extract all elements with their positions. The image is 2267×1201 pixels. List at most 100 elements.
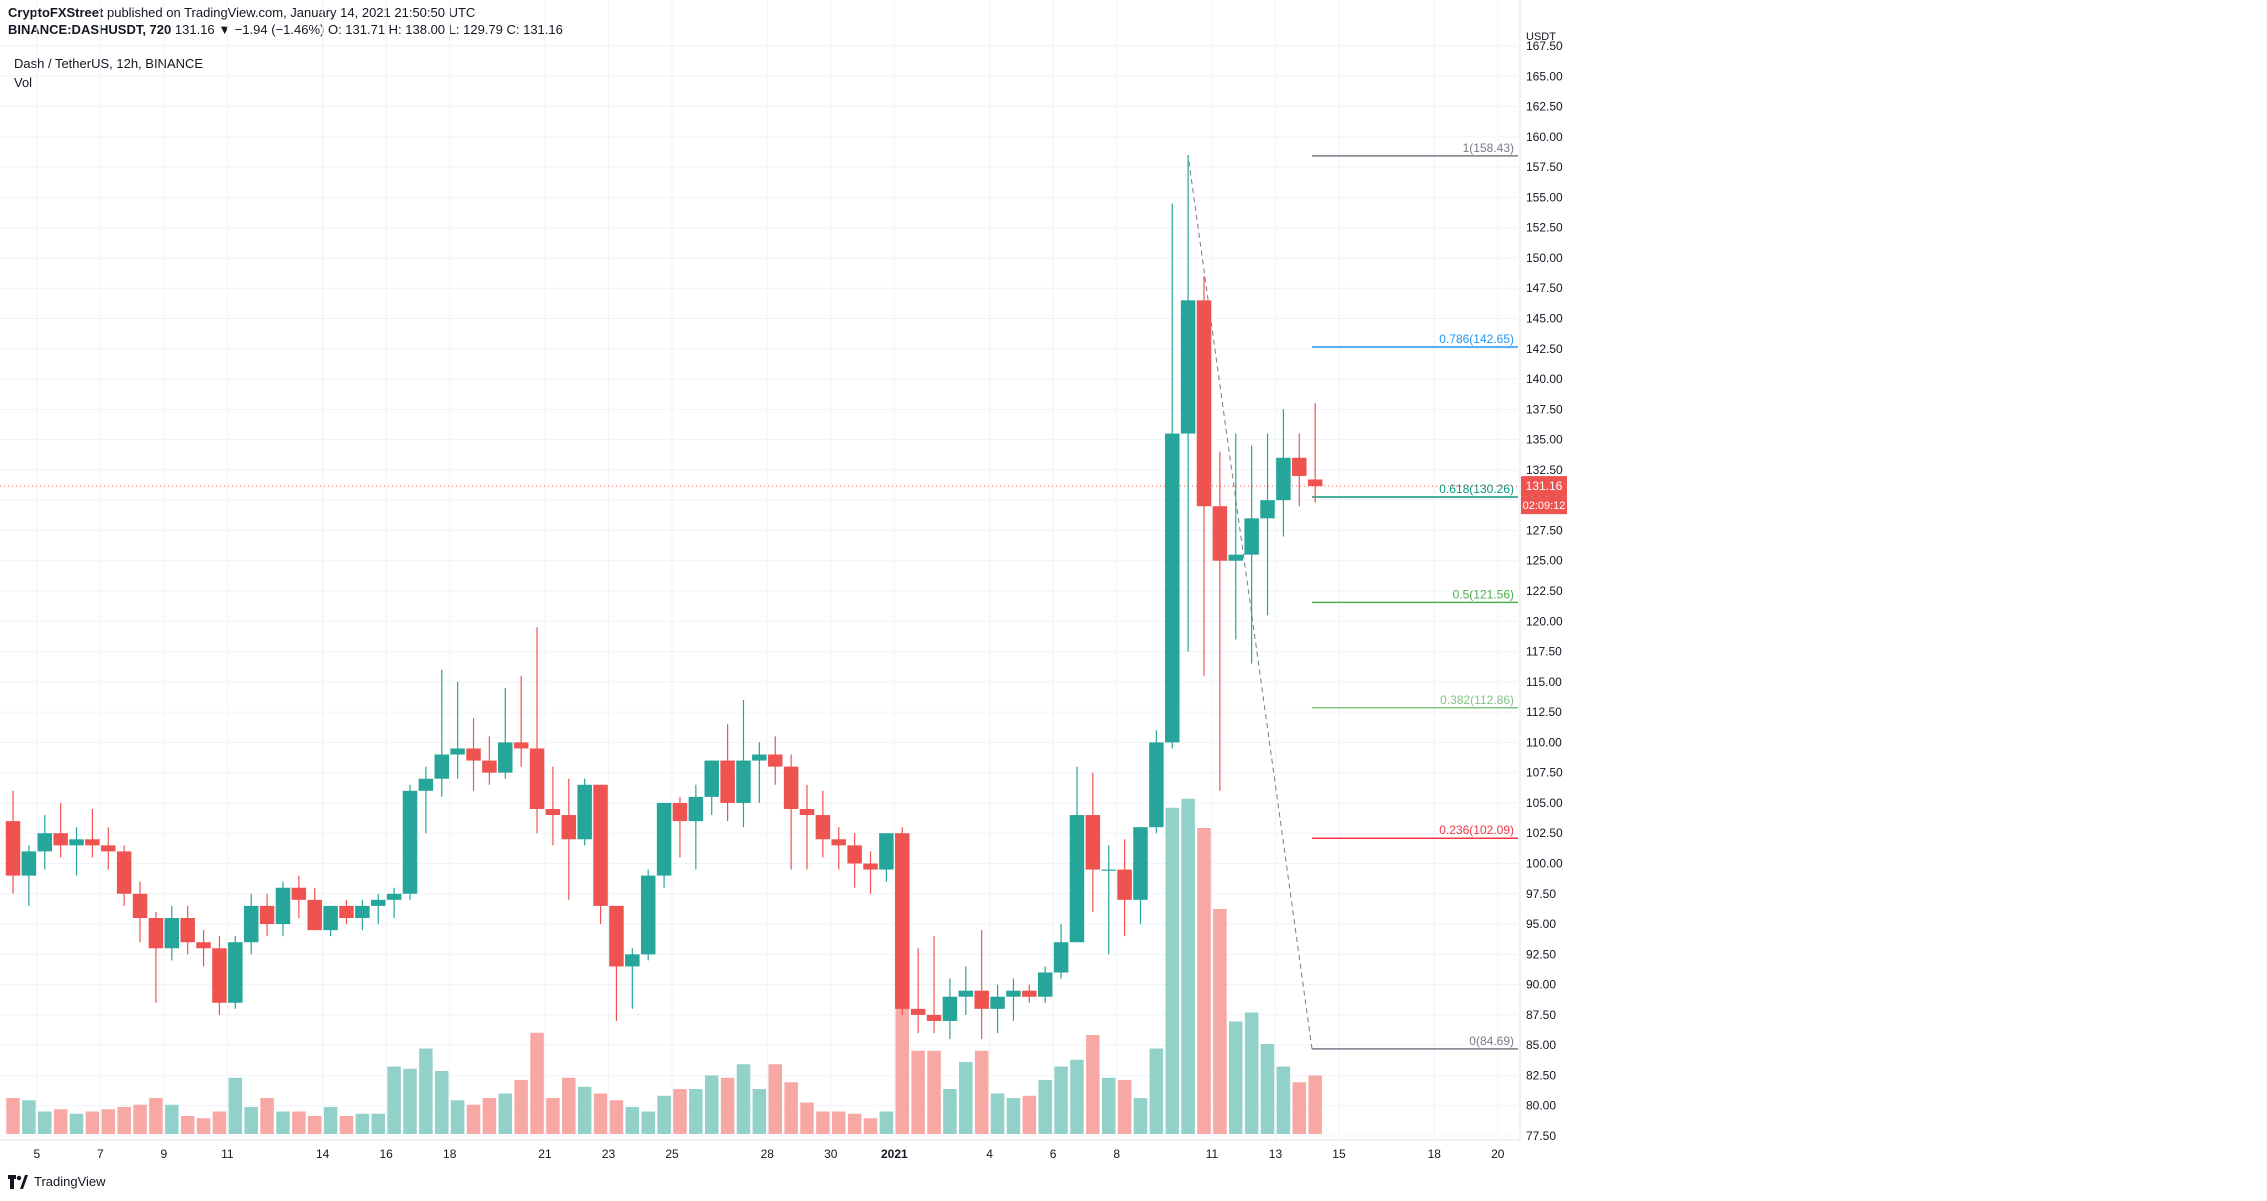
candle-body bbox=[69, 839, 84, 846]
candle-body bbox=[895, 833, 910, 1009]
candle-body bbox=[355, 905, 370, 918]
candle-body bbox=[5, 821, 21, 876]
y-tick-label: 145.00 bbox=[1526, 312, 1563, 326]
candle-body bbox=[625, 954, 640, 967]
volume-bar bbox=[673, 1089, 687, 1134]
volume-bar bbox=[816, 1111, 830, 1134]
volume-bar bbox=[800, 1102, 814, 1134]
fib-level-label: 0.5(121.56) bbox=[1453, 587, 1514, 601]
candle-body bbox=[466, 748, 481, 761]
y-tick-label: 160.00 bbox=[1526, 130, 1563, 144]
candle-body bbox=[1133, 827, 1148, 900]
volume-bar bbox=[482, 1098, 497, 1134]
fibonacci-retracement[interactable]: 1(158.43) 0.786(142.65) 0.618(130.26) 0.5(1… bbox=[1187, 141, 1518, 1050]
current-price-badge bbox=[1521, 476, 1567, 497]
volume-bar bbox=[689, 1089, 703, 1134]
volume-bar bbox=[228, 1077, 243, 1134]
volume-bar bbox=[641, 1111, 655, 1134]
candle-body bbox=[1180, 300, 1196, 434]
x-tick-label: 16 bbox=[380, 1147, 394, 1161]
y-tick-label: 155.00 bbox=[1526, 190, 1563, 204]
volume-bar bbox=[22, 1100, 36, 1134]
candle-body bbox=[704, 760, 719, 797]
x-tick-label: 18 bbox=[1428, 1147, 1442, 1161]
candle-body bbox=[1228, 554, 1244, 561]
volume-bar bbox=[752, 1089, 767, 1134]
volume-bar bbox=[1070, 1059, 1084, 1134]
candle-body bbox=[228, 942, 243, 1003]
candle-body bbox=[990, 996, 1005, 1009]
volume-bar bbox=[784, 1082, 798, 1134]
candle-body bbox=[482, 760, 497, 773]
x-tick-label: 28 bbox=[761, 1147, 775, 1161]
volume-bar bbox=[1054, 1066, 1068, 1134]
volume-bar bbox=[276, 1111, 290, 1134]
volume-bar bbox=[323, 1107, 338, 1134]
volume-bar bbox=[244, 1107, 258, 1134]
volume-bar bbox=[1165, 807, 1179, 1134]
price-axis[interactable]: 167.50 165.00 162.50 160.00 157.50 155.00 152.… bbox=[1519, 0, 1567, 1143]
volume-bar bbox=[974, 1050, 989, 1134]
volume-bar bbox=[609, 1100, 624, 1134]
candle-body bbox=[1006, 990, 1021, 997]
volume-bar bbox=[339, 1116, 354, 1134]
y-tick-label: 82.50 bbox=[1526, 1068, 1556, 1082]
volume-bar bbox=[180, 1116, 195, 1134]
currency-label: USDT bbox=[1526, 31, 1556, 43]
candle-body bbox=[418, 778, 434, 791]
author-name[interactable]: CryptoFXStreet bbox=[8, 5, 104, 20]
time-axis[interactable]: 5 7 9 11 14 16 18 21 23 25 28 30 2021 4 6 8 11 13 15 18 20 bbox=[0, 1139, 1520, 1161]
y-tick-label: 102.50 bbox=[1526, 826, 1563, 840]
tradingview-footer[interactable]: TradingView bbox=[8, 1174, 106, 1189]
volume-bar bbox=[1244, 1012, 1259, 1134]
volume-bar bbox=[1197, 828, 1211, 1134]
candle-body bbox=[498, 742, 513, 773]
volume-bar bbox=[149, 1098, 163, 1134]
candle-body bbox=[450, 748, 465, 755]
y-tick-label: 95.00 bbox=[1526, 917, 1556, 931]
candle-body bbox=[116, 851, 132, 894]
y-tick-label: 152.50 bbox=[1526, 221, 1563, 235]
y-tick-label: 80.00 bbox=[1526, 1099, 1556, 1113]
candle-body bbox=[831, 839, 847, 846]
candle-body bbox=[132, 893, 148, 918]
fib-level-label: 0.382(112.86) bbox=[1440, 693, 1514, 707]
candle-body bbox=[609, 905, 624, 967]
candle-body bbox=[910, 1008, 926, 1015]
candle-body bbox=[1196, 300, 1212, 507]
volume-bar bbox=[879, 1111, 894, 1134]
volume-bar bbox=[101, 1109, 116, 1134]
x-tick-label: 2021 bbox=[881, 1147, 908, 1161]
x-tick-label: 25 bbox=[665, 1147, 679, 1161]
volume-bar bbox=[292, 1111, 306, 1134]
candle-body bbox=[164, 918, 180, 949]
candle-body bbox=[148, 918, 164, 949]
publish-info: published on TradingView.com, January 14… bbox=[106, 5, 476, 20]
candle-body bbox=[720, 760, 735, 803]
y-tick-label: 132.50 bbox=[1526, 463, 1563, 477]
candle-body bbox=[593, 784, 608, 906]
y-tick-label: 77.50 bbox=[1526, 1129, 1556, 1143]
volume-bar bbox=[85, 1111, 100, 1134]
candle-body bbox=[688, 796, 704, 822]
y-tick-label: 87.50 bbox=[1526, 1008, 1556, 1022]
volume-bar bbox=[768, 1064, 782, 1134]
volume-bar bbox=[736, 1064, 751, 1134]
candle-body bbox=[767, 754, 783, 767]
candle-body bbox=[847, 845, 862, 864]
volume-bar bbox=[577, 1086, 592, 1134]
x-tick-label: 7 bbox=[97, 1147, 104, 1161]
volume-bar bbox=[514, 1080, 528, 1134]
y-tick-label: 135.00 bbox=[1526, 433, 1563, 447]
x-tick-label: 30 bbox=[824, 1147, 838, 1161]
candle-body bbox=[1053, 942, 1069, 973]
volume-bar bbox=[1229, 1021, 1243, 1134]
y-tick-label: 125.00 bbox=[1526, 554, 1563, 568]
candle-body bbox=[53, 833, 68, 846]
volume-bar bbox=[625, 1107, 640, 1134]
x-tick-label: 18 bbox=[443, 1147, 457, 1161]
candle-body bbox=[386, 893, 402, 900]
fib-level-label: 0.618(130.26) bbox=[1439, 482, 1514, 496]
volume-bars bbox=[6, 798, 1322, 1134]
